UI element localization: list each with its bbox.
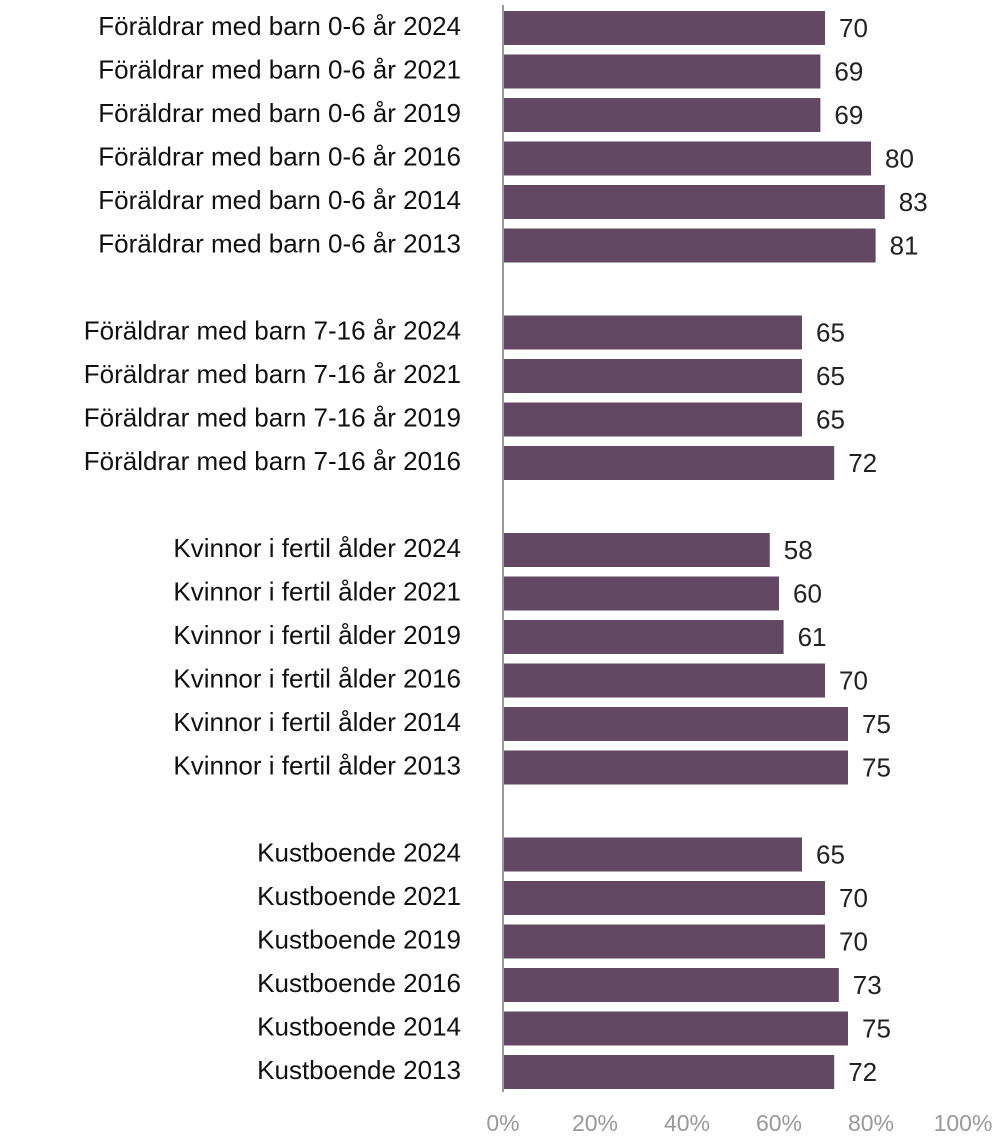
value-label: 83	[899, 187, 928, 217]
y-tick-label: Kustboende 2016	[257, 968, 461, 998]
y-tick-label: Föräldrar med barn 0-6 år 2019	[98, 98, 461, 128]
value-label: 65	[816, 317, 845, 347]
value-label: 70	[839, 883, 868, 913]
value-label: 65	[816, 361, 845, 391]
x-tick-label: 80%	[848, 1110, 894, 1136]
value-label: 72	[848, 448, 877, 478]
y-tick-label: Föräldrar med barn 0-6 år 2013	[98, 228, 461, 258]
y-tick-label: Kvinnor i fertil ålder 2014	[173, 707, 461, 737]
bar	[503, 402, 802, 437]
value-label: 69	[834, 100, 863, 130]
bar	[503, 533, 770, 567]
bar	[503, 924, 825, 959]
bar	[503, 968, 839, 1002]
bar	[503, 228, 876, 263]
value-label: 70	[839, 665, 868, 695]
y-tick-label: Kustboende 2013	[257, 1055, 461, 1085]
x-tick-label: 100%	[934, 1110, 993, 1136]
bar	[503, 576, 779, 611]
bar	[503, 837, 802, 872]
value-label: 70	[839, 926, 868, 956]
y-tick-label: Föräldrar med barn 0-6 år 2014	[98, 185, 461, 215]
bar	[503, 185, 885, 219]
bar	[503, 446, 835, 480]
y-tick-label: Föräldrar med barn 7-16 år 2021	[84, 359, 461, 389]
bar	[503, 1055, 835, 1089]
bar	[503, 141, 871, 176]
value-label: 72	[848, 1057, 877, 1087]
value-label: 73	[853, 970, 882, 1000]
x-tick-label: 40%	[664, 1110, 710, 1136]
y-tick-label: Föräldrar med barn 0-6 år 2024	[98, 11, 461, 41]
y-tick-label: Föräldrar med barn 7-16 år 2019	[84, 402, 461, 432]
y-tick-label: Föräldrar med barn 0-6 år 2016	[98, 141, 461, 171]
bar	[503, 315, 802, 350]
value-label: 81	[890, 230, 919, 260]
value-label: 65	[816, 839, 845, 869]
x-tick-label: 60%	[756, 1110, 802, 1136]
y-tick-label: Kvinnor i fertil ålder 2013	[173, 750, 461, 780]
value-label: 65	[816, 404, 845, 434]
y-tick-label: Föräldrar med barn 7-16 år 2024	[84, 315, 461, 345]
bar	[503, 11, 825, 45]
x-tick-label: 20%	[572, 1110, 618, 1136]
bar	[503, 707, 848, 741]
value-label: 80	[885, 143, 914, 173]
y-tick-label: Föräldrar med barn 7-16 år 2016	[84, 446, 461, 476]
y-tick-label: Kvinnor i fertil ålder 2021	[173, 576, 461, 606]
y-tick-label: Kustboende 2019	[257, 924, 461, 954]
y-tick-label: Kvinnor i fertil ålder 2019	[173, 620, 461, 650]
y-tick-label: Kustboende 2024	[257, 837, 461, 867]
y-tick-label: Kustboende 2014	[257, 1011, 461, 1041]
x-tick-label: 0%	[486, 1110, 519, 1136]
bar	[503, 620, 784, 654]
bar	[503, 750, 848, 785]
value-label: 75	[862, 752, 891, 782]
bar	[503, 54, 821, 89]
value-label: 58	[784, 535, 813, 565]
value-label: 60	[793, 578, 822, 608]
value-label: 61	[798, 622, 827, 652]
y-tick-label: Kvinnor i fertil ålder 2016	[173, 663, 461, 693]
bar	[503, 881, 825, 915]
value-label: 69	[834, 56, 863, 86]
y-tick-label: Föräldrar med barn 0-6 år 2021	[98, 54, 461, 84]
y-tick-label: Kustboende 2021	[257, 881, 461, 911]
bar	[503, 1011, 848, 1046]
value-label: 70	[839, 13, 868, 43]
value-label: 75	[862, 709, 891, 739]
value-label: 75	[862, 1013, 891, 1043]
y-tick-label: Kvinnor i fertil ålder 2024	[173, 533, 461, 563]
bar	[503, 98, 821, 132]
bar	[503, 359, 802, 393]
bar	[503, 663, 825, 698]
